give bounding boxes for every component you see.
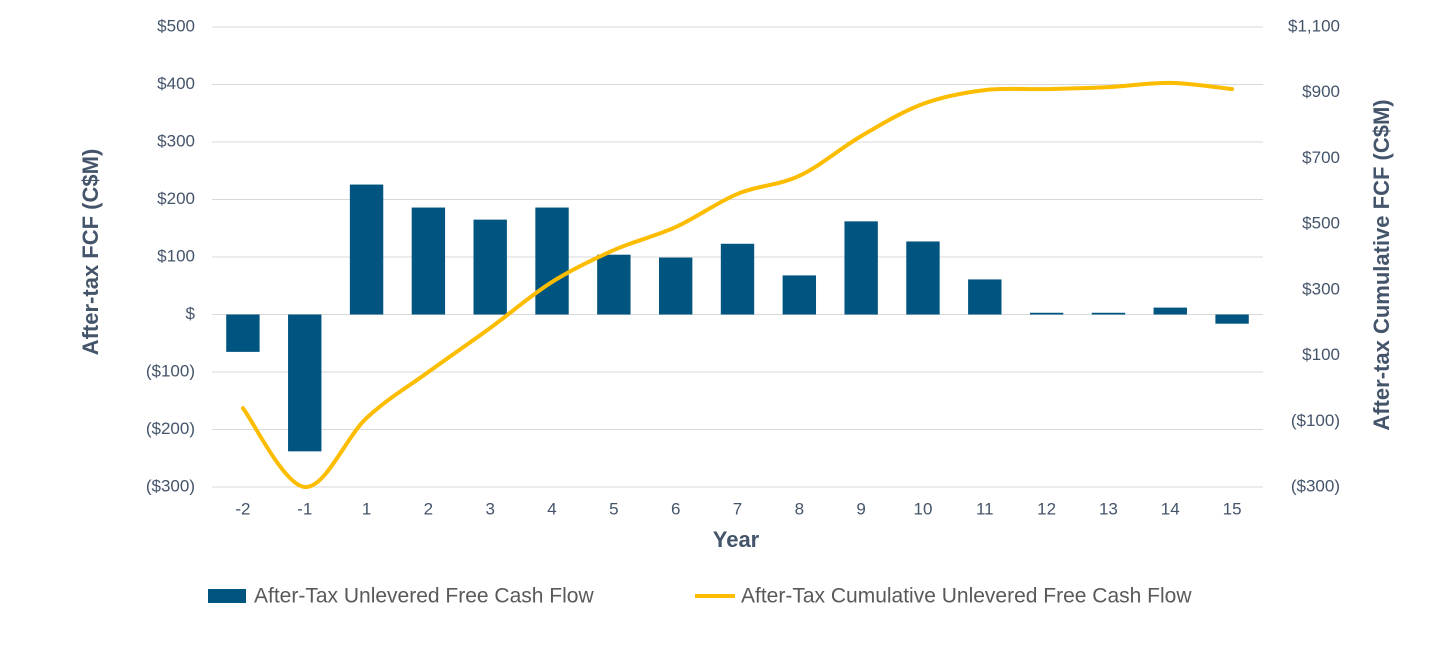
y-tick-label: $ [186,304,196,323]
x-tick-label: 14 [1161,499,1180,518]
y2-tick-label: ($100) [1291,411,1340,430]
y2-tick-label: ($300) [1291,476,1340,495]
bar [1029,312,1064,315]
x-tick-label: 3 [485,499,494,518]
y-tick-label: $500 [157,16,195,35]
bar [288,314,322,452]
x-tick-label: -1 [297,499,312,518]
x-tick-label: 13 [1099,499,1118,518]
x-axis-title: Year [713,527,760,552]
x-tick-label: 2 [424,499,433,518]
bar [226,314,260,352]
legend-label: After-Tax Unlevered Free Cash Flow [254,585,594,608]
x-tick-label: 12 [1037,499,1056,518]
bar [658,257,693,315]
x-tick-label: 7 [733,499,742,518]
y2-tick-label: $900 [1302,82,1340,101]
y-tick-label: ($100) [146,361,195,380]
x-tick-label: 11 [976,499,994,518]
bar [968,279,1002,315]
y2-tick-label: $1,100 [1288,16,1340,35]
y2-tick-label: $700 [1302,148,1340,167]
bar [1215,314,1249,324]
y-tick-label: $400 [157,74,195,93]
y-tick-label: ($300) [146,476,195,495]
legend-label: After-Tax Cumulative Unlevered Free Cash… [741,585,1192,608]
bar [349,184,384,315]
x-tick-label: 5 [609,499,618,518]
bar [1091,312,1126,315]
y2-tick-label: $500 [1302,214,1340,233]
x-tick-label: 9 [856,499,865,518]
x-tick-label: -2 [235,499,250,518]
y-tick-label: $300 [157,131,195,150]
bar [782,275,817,315]
bar [844,221,878,315]
bar [411,207,446,315]
x-tick-label: 8 [795,499,804,518]
bar [535,207,569,315]
x-tick-label: 10 [914,499,933,518]
line [240,80,1235,489]
x-tick-label: 6 [671,499,680,518]
legend-swatch [208,589,246,603]
y-axis-title: After-tax FCF (C$M) [78,149,103,356]
y-tick-label: $100 [157,246,195,265]
y2-tick-label: $100 [1302,345,1340,364]
bar [906,241,940,315]
x-tick-label: 15 [1223,499,1242,518]
y2-axis-title: After-tax Cumulative FCF (C$M) [1369,99,1394,430]
y-tick-label: $200 [157,189,195,208]
x-tick-label: 1 [362,499,371,518]
bar [1153,307,1187,315]
bar [473,219,507,315]
x-tick-label: 4 [547,499,556,518]
bar [597,254,631,315]
y-tick-label: ($200) [146,419,195,438]
y2-tick-label: $300 [1302,279,1340,298]
bar [720,243,755,315]
